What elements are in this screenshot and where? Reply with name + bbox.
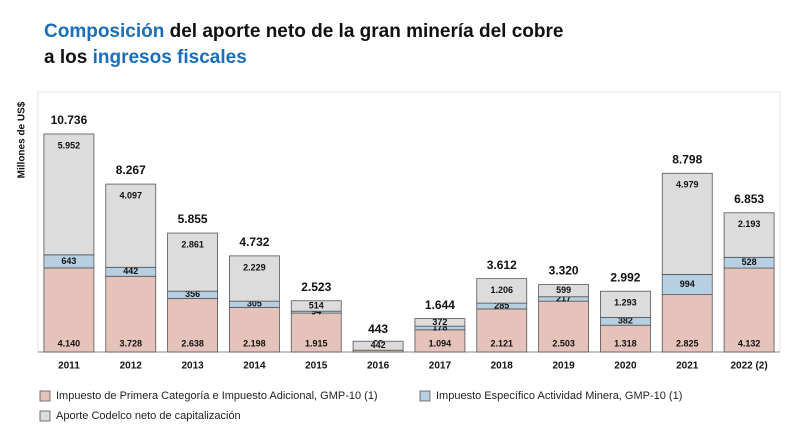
bar-segment bbox=[538, 300, 589, 353]
total-label: 6.853 bbox=[734, 192, 764, 206]
value-label: 1.318 bbox=[614, 338, 637, 348]
value-label: 178 bbox=[432, 322, 447, 332]
total-label: 5.855 bbox=[178, 212, 208, 226]
total-label: 8.798 bbox=[672, 152, 702, 166]
value-label: 1.094 bbox=[429, 338, 452, 348]
value-label: 372 bbox=[432, 317, 447, 327]
legend-swatch bbox=[39, 410, 51, 422]
value-label: 1.293 bbox=[614, 298, 637, 308]
chart-title: a los ingresos fiscales bbox=[44, 47, 247, 68]
value-label: 1.915 bbox=[305, 338, 328, 348]
total-label: 443 bbox=[368, 322, 388, 336]
total-label: 3.612 bbox=[487, 258, 517, 272]
bar-segment bbox=[661, 172, 713, 275]
value-label: 2.121 bbox=[490, 338, 513, 348]
bar-segment bbox=[476, 308, 528, 353]
value-label: 2.193 bbox=[738, 219, 761, 229]
x-tick-label: 2018 bbox=[491, 361, 514, 372]
x-tick-label: 2014 bbox=[243, 361, 266, 372]
x-tick-label: 2015 bbox=[305, 361, 328, 372]
legend-swatch bbox=[419, 390, 431, 402]
legend-label: Impuesto Específico Actividad Minera, GM… bbox=[436, 390, 682, 402]
legend-label: Aporte Codelco neto de capitalización bbox=[56, 410, 241, 422]
bar-segment bbox=[414, 318, 466, 327]
value-label: 599 bbox=[556, 285, 571, 295]
value-label: 442 bbox=[123, 266, 138, 276]
title-part: ingresos fiscales bbox=[93, 47, 247, 68]
value-label: 994 bbox=[680, 279, 695, 289]
value-label: 356 bbox=[185, 289, 200, 299]
bar-segment bbox=[352, 340, 404, 351]
bar-segment bbox=[105, 183, 157, 268]
x-tick-label: 2020 bbox=[614, 361, 637, 372]
value-label: 2.229 bbox=[243, 262, 266, 272]
value-label: 1.206 bbox=[490, 285, 513, 295]
x-tick-label: 2019 bbox=[552, 361, 575, 372]
value-label: 4.140 bbox=[58, 338, 81, 348]
bar-segment bbox=[723, 267, 775, 353]
x-tick-label: 2021 bbox=[676, 361, 699, 372]
bar-segment bbox=[167, 298, 218, 353]
bar-segment bbox=[476, 278, 528, 304]
bar-segment bbox=[290, 300, 342, 312]
x-tick-label: 2022 (2) bbox=[730, 361, 767, 372]
value-label: 2.198 bbox=[243, 338, 266, 348]
value-label: 217 bbox=[556, 293, 571, 303]
title-part: Composición bbox=[44, 21, 164, 42]
x-tick-label: 2013 bbox=[181, 361, 204, 372]
value-label: 2.861 bbox=[181, 239, 204, 249]
value-label: 4.097 bbox=[119, 190, 142, 200]
x-tick-label: 2016 bbox=[367, 361, 390, 372]
value-label: 2.825 bbox=[676, 338, 699, 348]
value-label: 643 bbox=[61, 256, 76, 266]
value-label: 514 bbox=[309, 300, 324, 310]
bar-segment bbox=[105, 275, 157, 353]
value-label: 4.132 bbox=[738, 338, 761, 348]
legend-label: Impuesto de Primera Categoría e Impuesto… bbox=[56, 390, 378, 402]
bar-segment bbox=[290, 312, 342, 353]
total-label: 2.992 bbox=[610, 270, 640, 284]
total-label: 10.736 bbox=[51, 113, 88, 127]
total-label: 4.732 bbox=[239, 235, 269, 249]
value-label: 2.503 bbox=[552, 338, 575, 348]
value-label: 285 bbox=[494, 300, 509, 310]
bar-segment bbox=[600, 290, 651, 318]
chart-title: Composición del aporte neto de la gran m… bbox=[44, 21, 563, 42]
bar-segment bbox=[538, 284, 589, 298]
legend-swatch bbox=[39, 390, 51, 402]
plot-area bbox=[37, 91, 781, 353]
total-label: 8.267 bbox=[116, 163, 146, 177]
bar-segment bbox=[43, 267, 95, 353]
value-label: 305 bbox=[247, 299, 262, 309]
bar-segment bbox=[229, 255, 280, 302]
x-tick-label: 2011 bbox=[58, 361, 80, 372]
bar-segment bbox=[661, 294, 713, 353]
value-label: 3.728 bbox=[119, 338, 142, 348]
value-label: 5.952 bbox=[58, 140, 81, 150]
bar-segment bbox=[723, 212, 775, 258]
value-label: 2.638 bbox=[181, 338, 204, 348]
title-part: del aporte neto de la gran minería del c… bbox=[164, 21, 563, 42]
total-label: 1.644 bbox=[425, 298, 455, 312]
bar-segment bbox=[43, 133, 95, 256]
title-part: a los bbox=[44, 47, 93, 68]
y-axis-label: Millones de US$ bbox=[17, 101, 28, 178]
total-label: 2.523 bbox=[301, 280, 331, 294]
total-label: 3.320 bbox=[549, 264, 579, 278]
value-label: 528 bbox=[742, 257, 757, 267]
x-tick-label: 2017 bbox=[429, 361, 452, 372]
value-label: 382 bbox=[618, 316, 633, 326]
value-label: 442 bbox=[371, 340, 386, 350]
bar-segment bbox=[167, 232, 218, 292]
bar-segment bbox=[600, 324, 651, 353]
value-label: 4.979 bbox=[676, 180, 699, 190]
x-tick-label: 2012 bbox=[120, 361, 143, 372]
